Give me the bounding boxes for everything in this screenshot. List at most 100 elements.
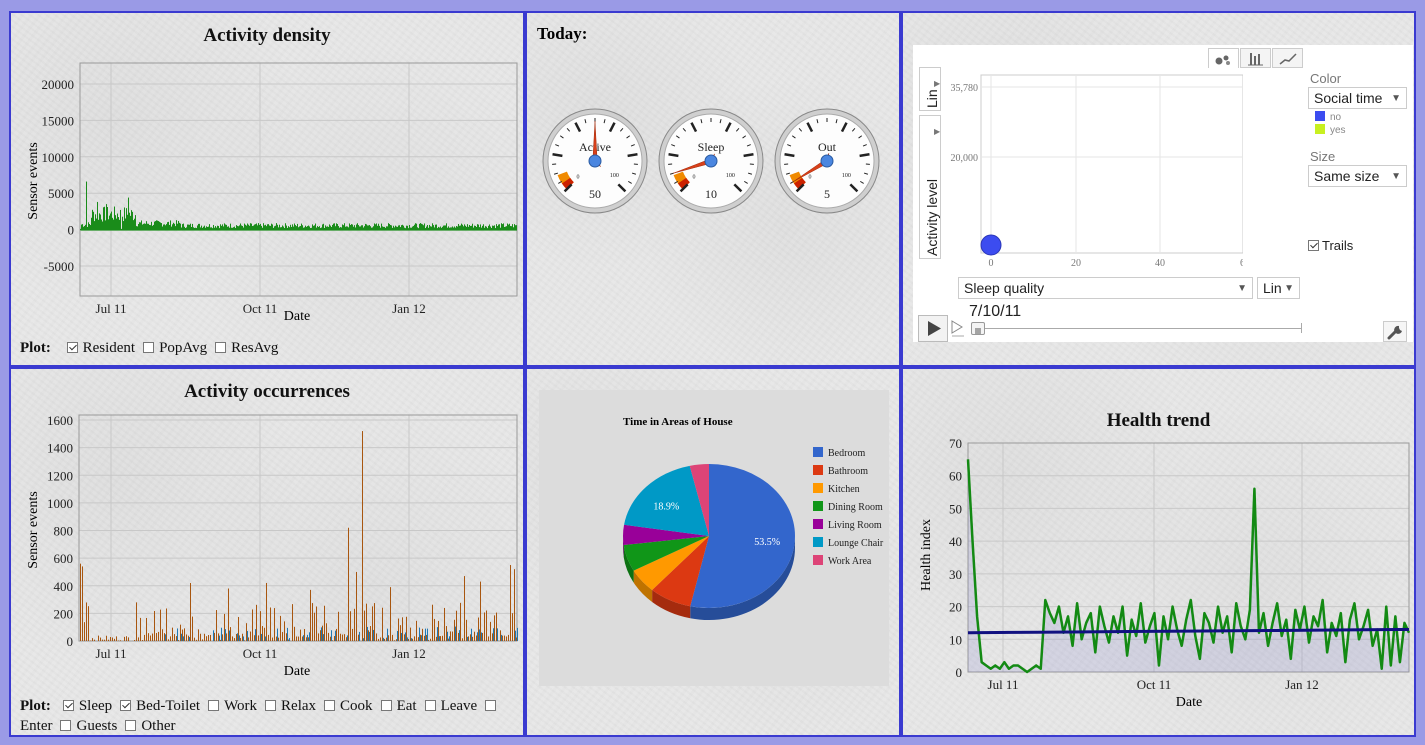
density-bar — [498, 224, 499, 231]
x-tick-label: Jan 12 — [392, 301, 426, 316]
sleep-bar — [254, 635, 255, 641]
density-bar — [387, 226, 388, 231]
occurrences-plot-option[interactable]: Relax — [257, 698, 316, 714]
y-scale-select[interactable]: ▶ Lin — [919, 67, 941, 111]
density-bar — [400, 227, 401, 231]
bed-toilet-bar — [331, 630, 332, 641]
density-plot-option[interactable]: Resident — [59, 340, 135, 356]
health-line — [966, 459, 1411, 674]
sleep-bar — [82, 566, 83, 641]
density-bar — [206, 226, 207, 231]
occurrences-plot-option[interactable]: Other — [117, 718, 175, 734]
density-plot-option[interactable]: ResAvg — [207, 340, 278, 356]
density-bar — [512, 224, 513, 231]
density-bar — [292, 224, 293, 231]
color-select[interactable]: Social time ▼ — [1308, 87, 1407, 109]
occurrences-plot-checkbox[interactable] — [324, 700, 336, 711]
x-scale-value: Lin — [1263, 280, 1282, 296]
gauge-value: 10 — [705, 187, 717, 201]
occurrences-plot-checkbox[interactable] — [62, 700, 74, 711]
sleep-bar — [440, 636, 441, 641]
occurrences-plot-option[interactable]: Cook — [316, 698, 373, 714]
occurrences-plot-checkbox[interactable] — [120, 700, 132, 711]
density-bar — [471, 225, 472, 231]
occurrences-plot-checkbox[interactable] — [60, 720, 72, 731]
density-bar — [177, 223, 178, 231]
occurrences-plot-option[interactable]: Bed-Toilet — [112, 698, 200, 714]
sleep-bar — [448, 638, 449, 641]
pie-slice[interactable] — [652, 536, 709, 607]
play-button[interactable] — [918, 315, 948, 342]
density-bar — [403, 225, 404, 231]
occurrences-plot-option[interactable]: Sleep — [55, 698, 112, 714]
occurrences-plot-option[interactable]: Leave — [417, 698, 477, 714]
bar-chart-tab[interactable] — [1240, 48, 1271, 68]
bubble[interactable] — [980, 234, 1002, 256]
size-select[interactable]: Same size ▼ — [1308, 165, 1407, 187]
line-chart-tab[interactable] — [1272, 48, 1303, 68]
density-bar — [367, 225, 368, 231]
density-bar — [299, 226, 300, 231]
density-bar — [209, 224, 210, 231]
density-plot-checkbox[interactable] — [215, 342, 227, 353]
sleep-bar — [246, 623, 247, 641]
density-bar — [359, 226, 360, 231]
trails-checkbox[interactable] — [1308, 240, 1319, 251]
density-bar — [173, 222, 174, 231]
pie-slice[interactable] — [623, 524, 709, 546]
x-tick-label: 60 — [1240, 258, 1243, 269]
gauge-tick — [566, 127, 571, 132]
occurrences-plot-checkbox[interactable] — [265, 700, 277, 711]
density-bar — [470, 225, 471, 231]
y-axis-select[interactable]: ▶ Activity level — [919, 115, 941, 259]
density-bar — [174, 223, 175, 231]
speed-control[interactable] — [950, 319, 968, 339]
density-bar — [390, 225, 391, 231]
bubble-chart-tab[interactable] — [1208, 48, 1239, 68]
density-bar — [201, 225, 202, 231]
trails-option[interactable]: Trails — [1308, 238, 1353, 253]
y-tick-label: 1000 — [47, 496, 73, 511]
occurrences-plot-checkbox[interactable] — [380, 700, 392, 711]
density-bar — [459, 225, 460, 231]
density-bar — [170, 220, 171, 231]
density-plot-option-label: PopAvg — [159, 340, 208, 356]
x-scale-select[interactable]: Lin ▼ — [1257, 277, 1300, 299]
density-bar — [151, 221, 152, 231]
density-bar — [515, 225, 516, 231]
density-bar — [322, 224, 323, 231]
occurrences-plot-option[interactable]: Guests — [52, 718, 117, 734]
time-slider-handle[interactable] — [971, 322, 985, 335]
bed-toilet-bar — [243, 636, 244, 641]
density-plot-option[interactable]: PopAvg — [135, 340, 207, 356]
sleep-bar — [292, 604, 293, 641]
density-plot-checkbox[interactable] — [143, 342, 155, 353]
pie-slice[interactable] — [689, 464, 709, 536]
gauge-tick — [747, 172, 753, 175]
pie-slice[interactable] — [624, 465, 709, 536]
x-axis-select[interactable]: Sleep quality ▼ — [958, 277, 1253, 299]
sleep-bar — [490, 621, 491, 641]
gauge-tick — [682, 127, 687, 132]
occurrences-plot-option[interactable]: Eat — [373, 698, 417, 714]
occurrences-plot-checkbox[interactable] — [125, 720, 137, 731]
density-bar — [270, 225, 271, 231]
occurrences-plot-option[interactable]: Work — [200, 698, 257, 714]
density-bar — [329, 224, 330, 231]
pie-slice[interactable] — [623, 536, 709, 571]
settings-button[interactable] — [1383, 321, 1407, 342]
sleep-bar — [350, 611, 351, 641]
pie-slice[interactable] — [633, 536, 709, 591]
density-bar — [124, 207, 125, 231]
occurrences-plot-checkbox[interactable] — [424, 700, 436, 711]
density-plot-checkbox[interactable] — [66, 342, 78, 353]
sleep-bar — [454, 619, 455, 641]
occurrences-plot-checkbox[interactable] — [208, 700, 220, 711]
pie-slice[interactable] — [690, 464, 795, 608]
occurrences-plot-option[interactable]: Enter — [20, 698, 501, 734]
time-slider-track[interactable] — [971, 328, 1301, 329]
legend-label: no — [1330, 112, 1342, 123]
occurrences-plot-checkbox[interactable] — [485, 700, 497, 711]
density-bar — [238, 226, 239, 231]
sleep-bar — [348, 527, 349, 641]
